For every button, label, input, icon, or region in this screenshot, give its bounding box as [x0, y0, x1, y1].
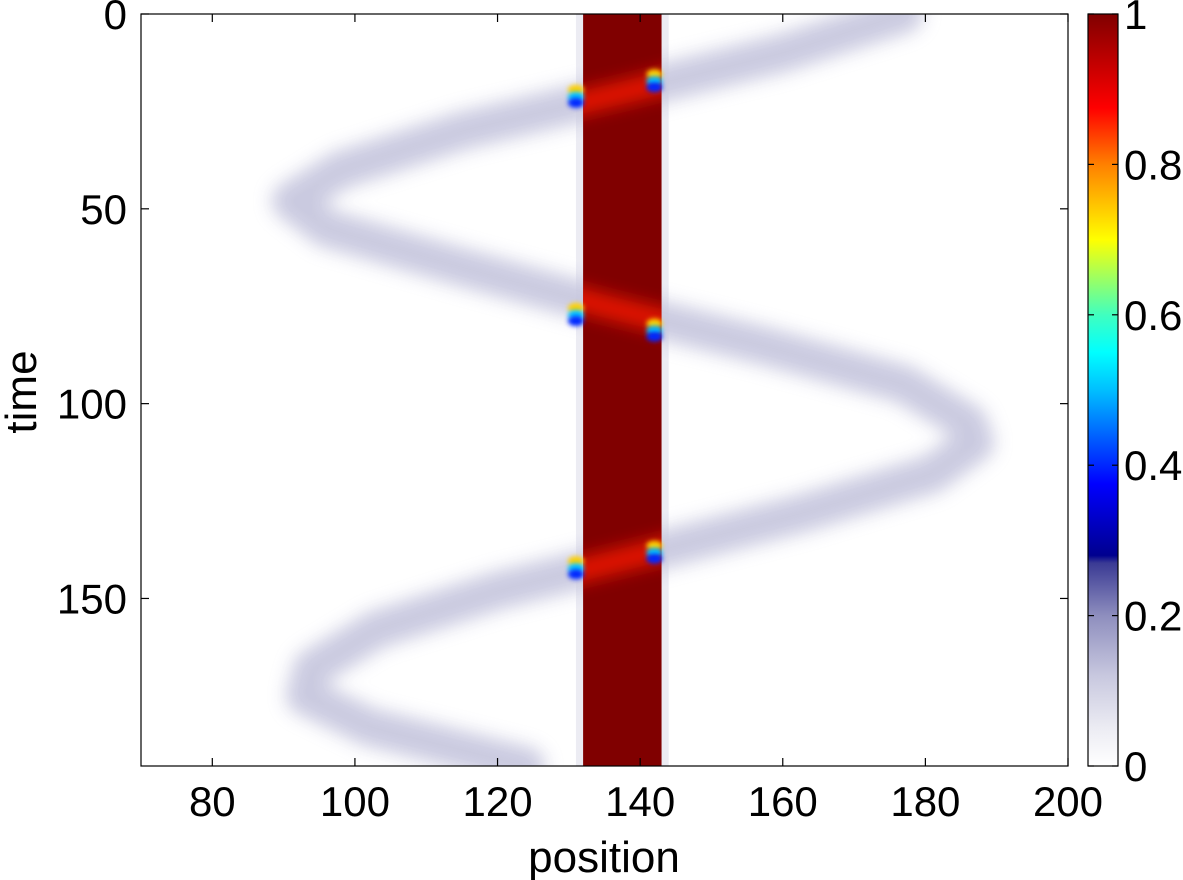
y-tick-label: 150 [57, 575, 127, 622]
crossing-marker [646, 69, 663, 93]
crossing-marker [567, 303, 584, 327]
y-tick-label: 0 [104, 0, 127, 38]
x-axis-label: position [528, 833, 680, 880]
colorbar-ticks: 0 0.2 0.4 0.6 0.8 1 [1088, 0, 1182, 790]
colorbar-gradient [1088, 14, 1118, 766]
x-tick-label: 80 [189, 778, 236, 825]
x-tick-label: 120 [462, 778, 532, 825]
crossing-marker [646, 540, 663, 564]
y-axis-label: time [0, 350, 46, 433]
plot-area [140, 13, 1069, 767]
wall-band [583, 14, 662, 766]
y-tick-label: 100 [57, 381, 127, 428]
colorbar-tick-label: 0.2 [1124, 593, 1182, 640]
x-tick-label: 180 [890, 778, 960, 825]
x-tick-label: 200 [1033, 778, 1103, 825]
x-tick-label: 160 [748, 778, 818, 825]
crossing-marker [567, 84, 584, 108]
crossing-marker [646, 318, 663, 342]
colorbar-tick-label: 1 [1124, 0, 1147, 38]
heatmap-layer [271, 14, 995, 766]
colorbar-tick-label: 0.8 [1124, 141, 1182, 188]
plot-frame [140, 13, 1069, 767]
x-axis-ticks: 80 100 120 140 160 180 200 [189, 14, 1103, 825]
colorbar-tick-label: 0 [1124, 743, 1147, 790]
colorbar: 0 0.2 0.4 0.6 0.8 1 [1087, 0, 1182, 790]
colorbar-frame [1087, 13, 1119, 767]
crossing-marker [567, 556, 584, 580]
colorbar-tick-label: 0.4 [1124, 442, 1182, 489]
y-tick-label: 50 [80, 186, 127, 233]
trajectory-band [271, 14, 995, 766]
colorbar-tick-label: 0.6 [1124, 292, 1182, 339]
x-tick-label: 100 [320, 778, 390, 825]
x-tick-label: 140 [605, 778, 675, 825]
y-axis-ticks: 0 50 100 150 [57, 0, 1068, 622]
